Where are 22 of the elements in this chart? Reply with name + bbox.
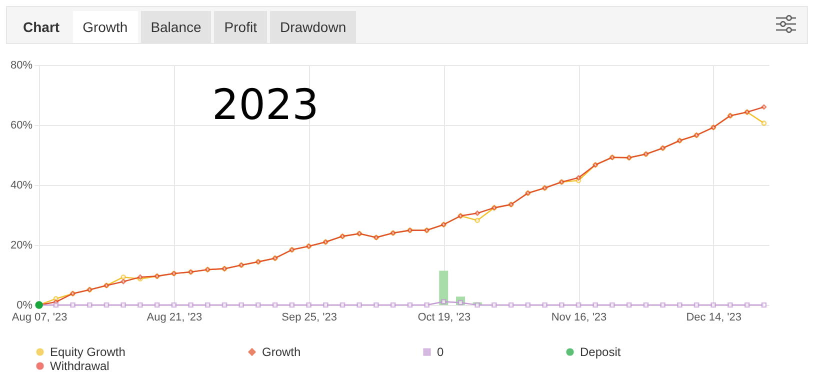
legend-label: Withdrawal [50, 359, 110, 373]
x-tick-label: Aug 21, '23 [146, 312, 202, 324]
text: Profit [214, 11, 267, 43]
text: Growth [72, 11, 138, 43]
legend-label: 0 [437, 345, 444, 359]
y-tick-label: 60% [10, 120, 33, 132]
legend-label: Equity Growth [50, 345, 126, 359]
y-tick-label: 40% [10, 180, 33, 192]
text: Balance [140, 11, 212, 43]
annotation: 2023 [212, 80, 319, 129]
y-tick-label: 20% [10, 240, 33, 252]
y-tick-label: 0% [16, 300, 33, 312]
text: Chart [22, 18, 61, 37]
text: Drawdown [270, 11, 356, 43]
legend-label: Growth [262, 345, 301, 359]
x-tick-label: Oct 19, '23 [418, 312, 471, 324]
y-tick-label: 80% [10, 60, 33, 72]
x-tick-label: Dec 14, '23 [686, 312, 742, 324]
x-tick-label: Aug 07, '23 [12, 312, 68, 324]
legend-label: Deposit [580, 345, 622, 359]
x-tick-label: Sep 25, '23 [282, 312, 337, 324]
x-tick-label: Nov 16, '23 [551, 312, 607, 324]
